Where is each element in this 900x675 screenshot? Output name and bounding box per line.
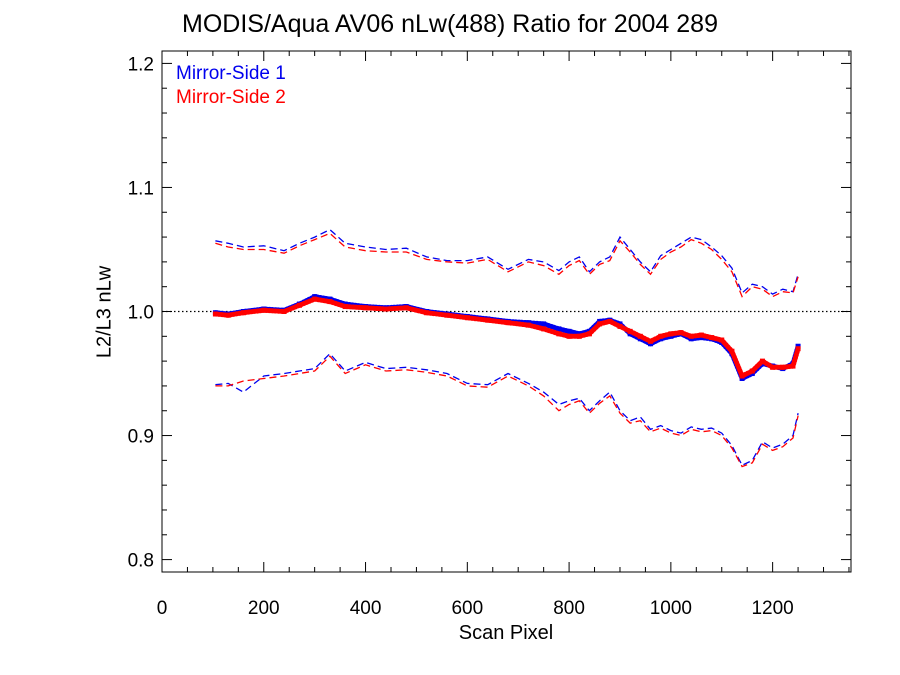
legend-entry-1: Mirror-Side 1: [176, 63, 286, 84]
series-2-point: [597, 321, 603, 327]
x-tick-label: 600: [451, 598, 483, 619]
series-2-point: [296, 302, 302, 308]
series-2-point: [607, 318, 613, 324]
series-2-point: [424, 310, 430, 316]
series-2-point: [261, 307, 267, 313]
y-tick-label: 1.2: [128, 54, 154, 75]
series-2-point: [795, 346, 801, 352]
series-2-point: [363, 305, 369, 311]
series-2-point: [327, 299, 333, 305]
series-2-point: [485, 317, 491, 323]
series-2-point: [505, 320, 511, 326]
series-2-point: [668, 331, 674, 337]
series-2-point: [541, 326, 547, 332]
series-2-point: [403, 305, 409, 311]
series-2-point: [780, 364, 786, 370]
series-2-point: [444, 312, 450, 318]
series-2-upper-bound-line: [215, 232, 799, 298]
y-axis-label: L2/L3 nLw: [93, 265, 116, 359]
x-tick-label: 200: [248, 598, 280, 619]
x-tick-label: 1200: [751, 598, 793, 619]
chart-title: MODIS/Aqua AV06 nLw(488) Ratio for 2004 …: [182, 10, 718, 38]
series-2-point: [719, 337, 725, 343]
series-2-point: [759, 358, 765, 364]
series-2-point: [627, 328, 633, 334]
series-2-point: [525, 322, 531, 328]
series-2-point: [709, 335, 715, 341]
x-tick-label: 0: [157, 598, 168, 619]
series-2-point: [739, 373, 745, 379]
series-2-point: [770, 364, 776, 370]
series-1-upper-bound-line: [215, 228, 799, 295]
series-2-point: [617, 323, 623, 329]
series-2-point: [698, 332, 704, 338]
y-tick-label: 0.9: [128, 427, 154, 448]
series-1-point: [541, 321, 547, 327]
series-2-point: [576, 333, 582, 339]
x-axis-label: Scan Pixel: [458, 622, 554, 644]
series-1-lower-bound-line: [215, 352, 799, 467]
series-2-point: [556, 331, 562, 337]
series-2-point: [586, 331, 592, 337]
series-2-point: [342, 304, 348, 310]
series-2-lower-bound-line: [215, 355, 799, 468]
x-tick-label: 1000: [650, 598, 692, 619]
series-2-point: [658, 333, 664, 339]
y-tick-label: 0.8: [128, 551, 154, 572]
series-2-point: [648, 338, 654, 344]
series-2-point: [212, 311, 218, 317]
series-2-point: [678, 330, 684, 336]
x-tick-label: 800: [553, 598, 585, 619]
series-2-point: [566, 333, 572, 339]
series-2-point: [688, 333, 694, 339]
series-2-point: [637, 333, 643, 339]
series-2-point: [225, 312, 231, 318]
series-2-point: [749, 368, 755, 374]
y-tick-label: 1.0: [128, 303, 154, 324]
series-2-point: [240, 310, 246, 316]
series-1-point: [556, 326, 562, 332]
series-2-point: [383, 306, 389, 312]
series-2-point: [312, 296, 318, 302]
series-2-point: [281, 309, 287, 314]
series-2-point: [464, 315, 470, 321]
series-2-point: [729, 348, 735, 354]
legend-entry-2: Mirror-Side 2: [176, 87, 286, 108]
series-2-point: [790, 363, 796, 369]
x-tick-label: 400: [350, 598, 382, 619]
y-tick-label: 1.1: [128, 178, 154, 199]
series-1-point: [566, 328, 572, 334]
series-1: [212, 228, 801, 467]
series-2: [212, 232, 801, 468]
